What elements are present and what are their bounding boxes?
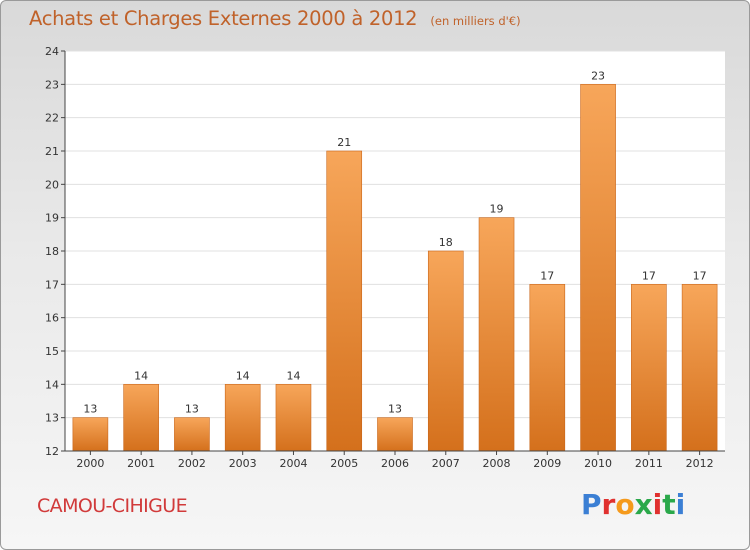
y-tick-label: 22 (45, 112, 59, 125)
y-tick-label: 17 (45, 278, 59, 291)
bar (681, 284, 718, 452)
y-tick-label: 24 (45, 45, 59, 58)
proxiti-logo[interactable]: Proxiti (581, 488, 685, 521)
x-tick-label: 2010 (584, 457, 612, 470)
y-tick-label: 23 (45, 78, 59, 91)
bar (529, 284, 566, 452)
bar-value-label: 17 (540, 269, 554, 282)
x-tick-label: 2008 (483, 457, 511, 470)
y-tick-label: 16 (45, 312, 59, 325)
y-tick-label: 21 (45, 145, 59, 158)
chart-header: Achats et Charges Externes 2000 à 2012 (… (29, 7, 521, 30)
y-tick-label: 13 (45, 412, 59, 425)
bar-value-label: 23 (591, 69, 605, 82)
x-tick-label: 2011 (635, 457, 663, 470)
brand-letter: x (634, 488, 653, 521)
bar (275, 384, 312, 452)
bar-value-label: 18 (439, 236, 453, 249)
brand-letter: i (652, 488, 663, 521)
x-tick-label: 2001 (127, 457, 155, 470)
bar (174, 417, 210, 452)
brand-letter: i (675, 488, 686, 521)
bar-value-label: 13 (388, 403, 402, 416)
brand-letter: o (615, 488, 635, 521)
x-tick-label: 2012 (686, 457, 714, 470)
bar-value-label: 13 (185, 403, 199, 416)
brand-letter: t (662, 488, 676, 521)
bar-value-label: 17 (642, 269, 656, 282)
bar (224, 384, 261, 452)
x-tick-label: 2005 (330, 457, 358, 470)
axes: 12 13 14 15 16 17 18 19 20 21 22 23 24 2000 2001 2002 20… (45, 45, 725, 470)
bars: 13 14 13 14 14 21 13 18 19 17 23 17 17 (72, 69, 718, 452)
y-tick-label: 12 (45, 445, 59, 458)
y-tick-label: 14 (45, 378, 59, 391)
brand-letter: r (601, 488, 616, 521)
y-tick-label: 15 (45, 345, 59, 358)
bar-value-label: 21 (337, 136, 351, 149)
x-tick-label: 2006 (381, 457, 409, 470)
x-tick-label: 2007 (432, 457, 460, 470)
chart-unit: (en milliers d'€) (430, 14, 521, 28)
bar (123, 384, 159, 452)
bar (427, 250, 464, 452)
x-tick-label: 2003 (229, 457, 257, 470)
y-tick-label: 20 (45, 178, 59, 191)
bar (72, 417, 109, 452)
bar-value-label: 13 (83, 403, 97, 416)
x-tick-label: 2002 (178, 457, 206, 470)
bar-value-label: 14 (134, 369, 148, 382)
bar-value-label: 14 (286, 369, 300, 382)
x-tick-label: 2004 (279, 457, 307, 470)
chart-title: Achats et Charges Externes 2000 à 2012 (29, 7, 418, 30)
bar (631, 284, 667, 452)
x-tick-label: 2000 (76, 457, 104, 470)
y-tick-label: 18 (45, 245, 59, 258)
brand-letter: P (581, 488, 602, 521)
bar-value-label: 19 (490, 203, 504, 216)
bar-value-label: 14 (236, 369, 250, 382)
bar (478, 217, 515, 452)
town-name: CAMOU-CIHIGUE (37, 495, 188, 517)
bar (326, 150, 363, 452)
bar-value-label: 17 (693, 269, 707, 282)
x-tick-label: 2009 (533, 457, 561, 470)
bar (377, 417, 413, 452)
y-tick-label: 19 (45, 212, 59, 225)
bar (580, 84, 616, 452)
